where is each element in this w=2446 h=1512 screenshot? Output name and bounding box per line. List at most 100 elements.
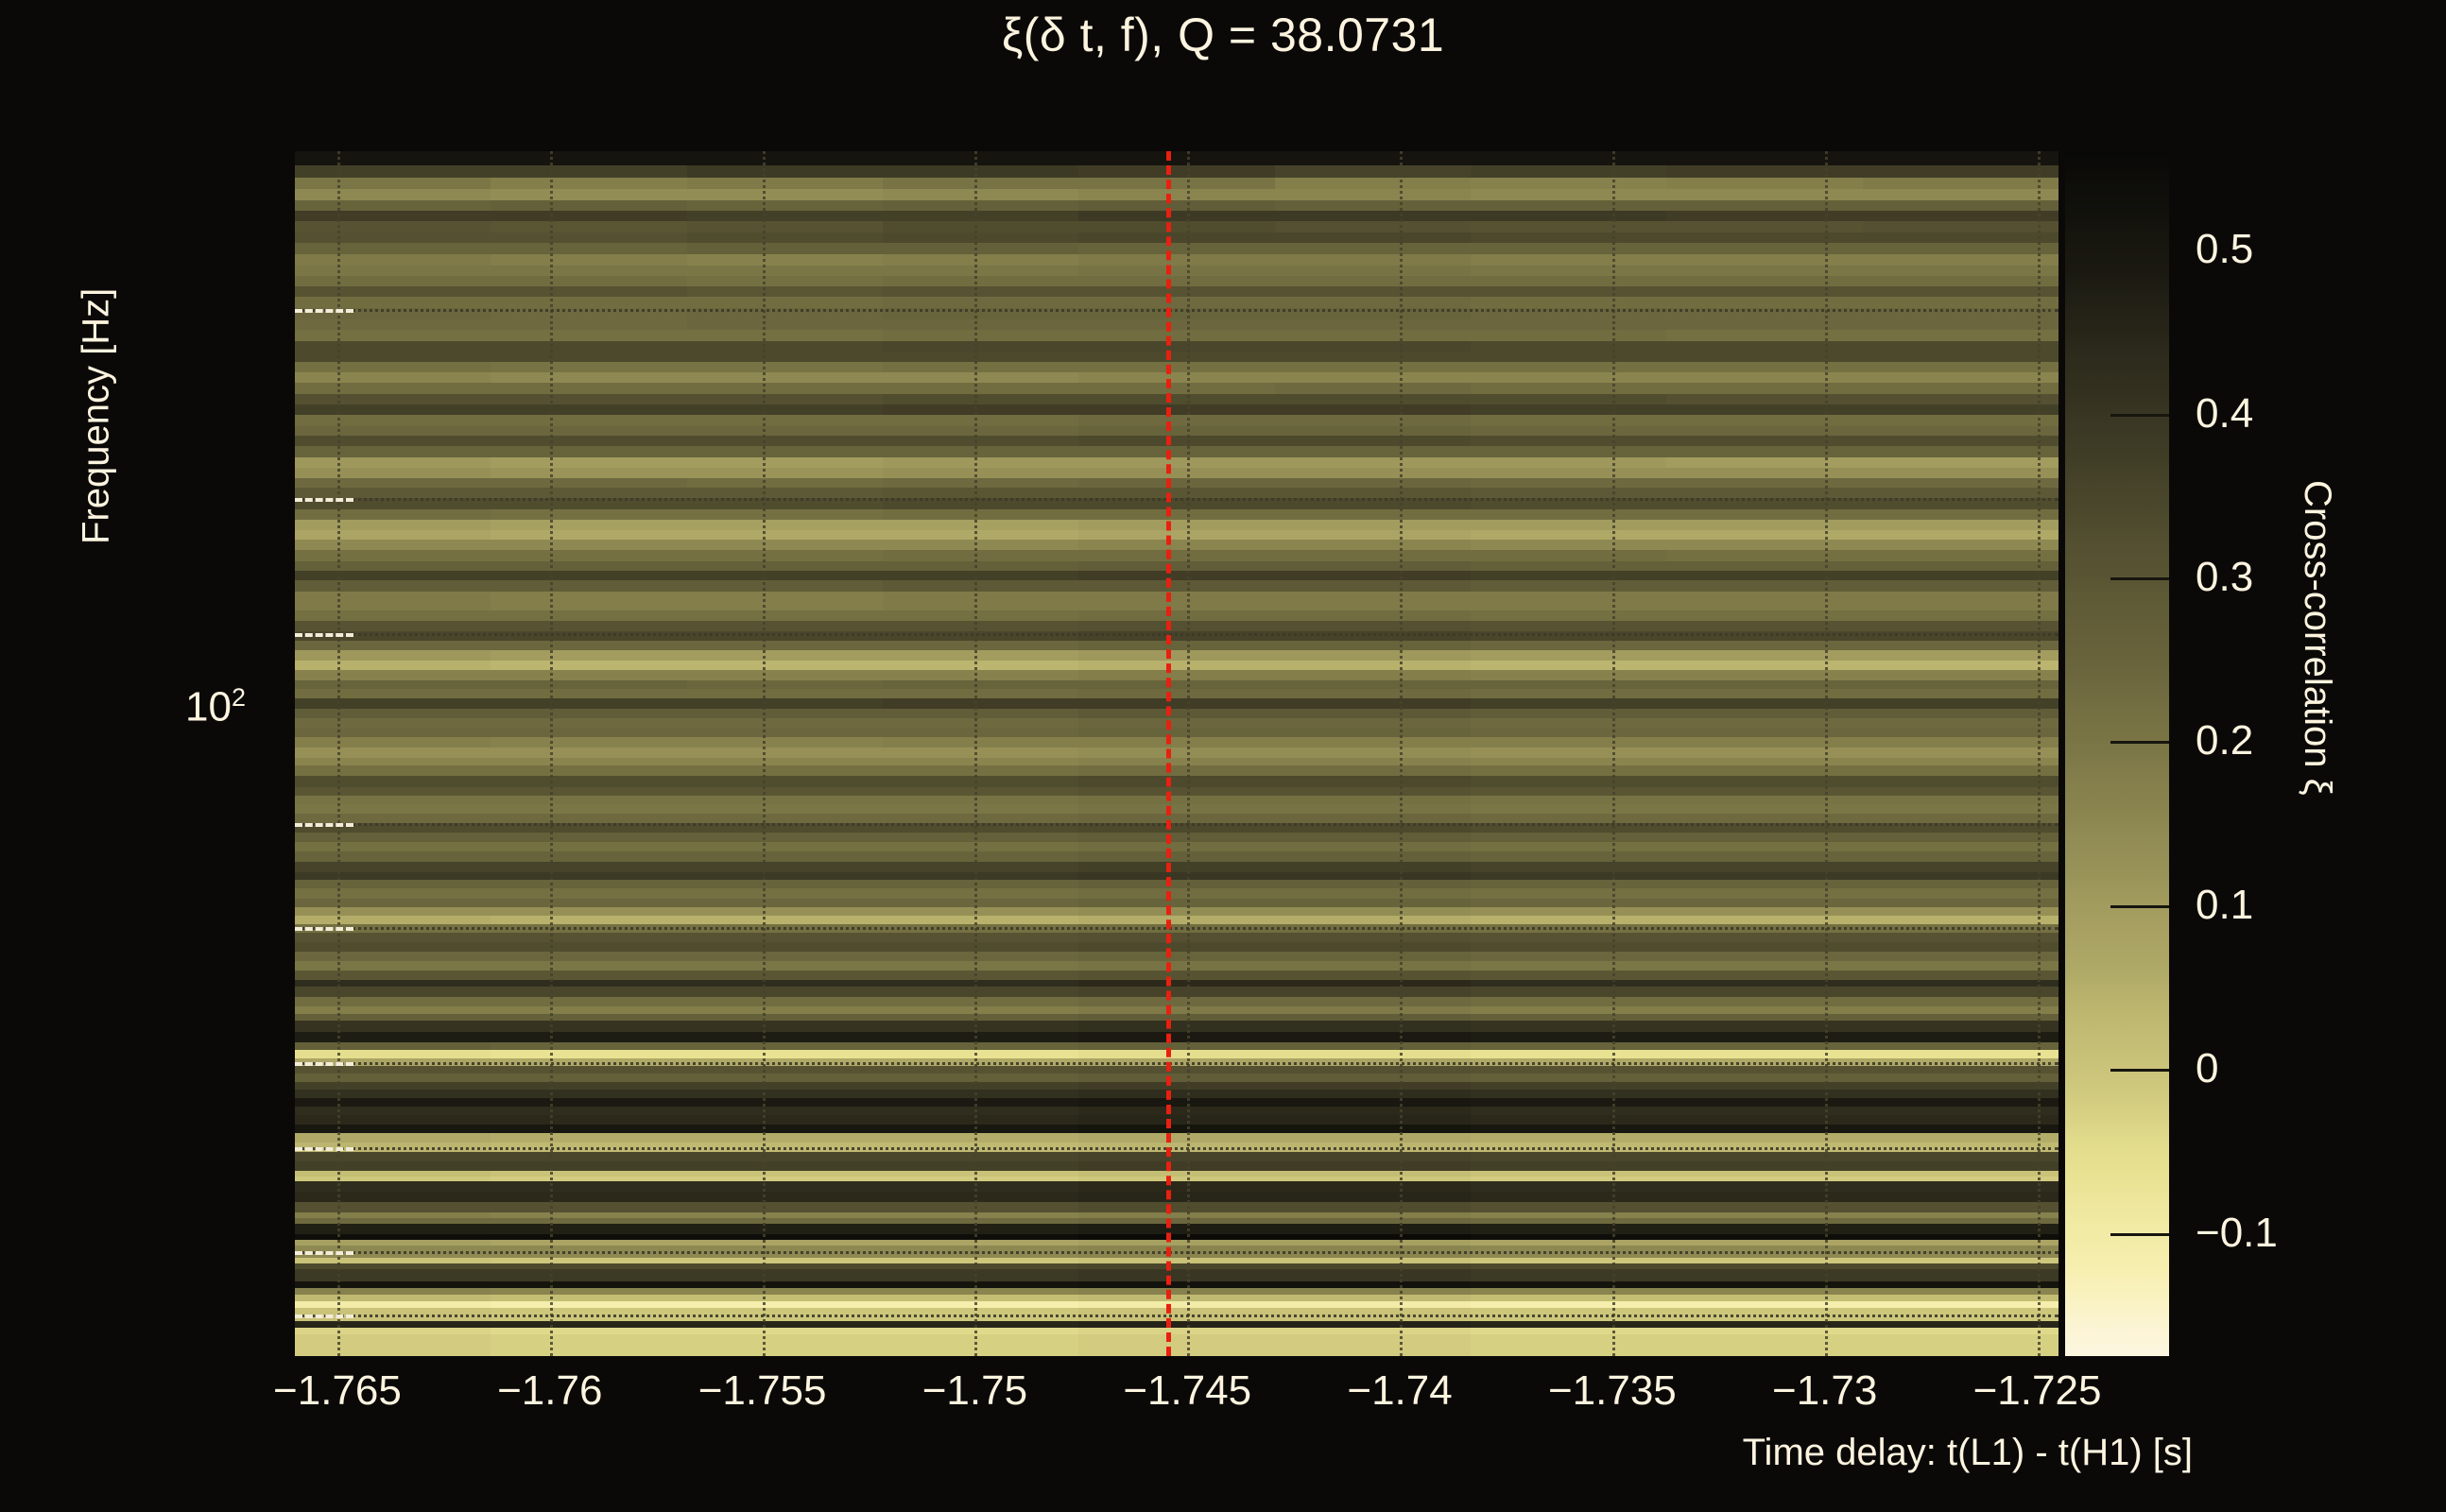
- heatmap-cell: [1274, 620, 1471, 633]
- heatmap-cell: [295, 1201, 491, 1213]
- heatmap-cell: [1862, 916, 2058, 925]
- heatmap-row: [295, 1327, 2058, 1336]
- heatmap-row: [295, 1240, 2058, 1247]
- heatmap-cell: [1666, 540, 1863, 552]
- heatmap-cell: [295, 351, 491, 363]
- heatmap-cell: [295, 560, 491, 572]
- heatmap-cell: [882, 550, 1079, 562]
- heatmap-cell: [295, 1021, 491, 1033]
- heatmap-cell: [686, 776, 883, 788]
- heatmap-cell: [1862, 907, 2058, 917]
- heatmap-row: [295, 960, 2058, 971]
- heatmap-cell: [1274, 1320, 1471, 1329]
- heatmap-cell: [491, 1065, 687, 1075]
- heatmap-cell: [686, 697, 883, 711]
- heatmap-cell: [1274, 951, 1471, 962]
- heatmap-cell: [1470, 941, 1667, 953]
- heatmap-cell: [882, 933, 1079, 943]
- heatmap-cell: [295, 1081, 491, 1091]
- heatmap-cell: [1862, 1161, 2058, 1173]
- heatmap-cell: [686, 1151, 883, 1162]
- heatmap-cell: [686, 841, 883, 853]
- heatmap-cell: [491, 960, 687, 971]
- heatmap-cell: [295, 1257, 491, 1264]
- heatmap-cell: [491, 841, 687, 853]
- heatmap-cell: [1666, 488, 1863, 500]
- heatmap-cell: [1862, 498, 2058, 510]
- heatmap-cell: [882, 970, 1079, 981]
- heatmap-cell: [1470, 340, 1667, 352]
- heatmap-cell: [882, 689, 1079, 699]
- heatmap-cell: [1862, 871, 2058, 881]
- heatmap-plot-area[interactable]: [295, 151, 2058, 1356]
- heatmap-cell: [491, 1307, 687, 1322]
- heatmap-cell: [1274, 996, 1471, 1008]
- heatmap-cell: [1470, 641, 1667, 652]
- colorbar[interactable]: [2065, 151, 2169, 1356]
- heatmap-row: [295, 747, 2058, 759]
- y-tick-exponent: 2: [231, 683, 246, 712]
- heatmap-cell: [882, 765, 1079, 778]
- heatmap-cell: [1470, 318, 1667, 332]
- heatmap-cell: [295, 318, 491, 332]
- heatmap-cell: [1078, 899, 1275, 908]
- heatmap-cell: [1078, 1180, 1275, 1193]
- heatmap-row: [295, 804, 2058, 815]
- heatmap-cell: [686, 254, 883, 266]
- heatmap-cell: [686, 520, 883, 531]
- heatmap-cell: [1470, 1176, 1667, 1182]
- heatmap-cell: [1666, 871, 1863, 881]
- heatmap-cell: [686, 550, 883, 562]
- heatmap-cell: [491, 757, 687, 766]
- heatmap-cell: [1862, 986, 2058, 998]
- heatmap-row: [295, 1013, 2058, 1022]
- heatmap-cell: [1470, 1223, 1667, 1236]
- heatmap-cell: [295, 728, 491, 739]
- heatmap-cell: [1862, 680, 2058, 691]
- heatmap-cell: [882, 508, 1079, 522]
- heatmap-cell: [1470, 709, 1667, 719]
- heatmap-cell: [686, 1050, 883, 1059]
- heatmap-cell: [1470, 199, 1667, 212]
- heatmap-cell: [1274, 276, 1471, 288]
- heatmap-cell: [491, 1201, 687, 1213]
- heatmap-cell: [1470, 970, 1667, 981]
- heatmap-cell: [686, 404, 883, 417]
- heatmap-cell: [1078, 488, 1275, 500]
- heatmap-cell: [1274, 1006, 1471, 1015]
- heatmap-row: [295, 620, 2058, 633]
- heatmap-cell: [491, 1042, 687, 1052]
- heatmap-cell: [295, 404, 491, 417]
- heatmap-cell: [491, 210, 687, 223]
- heatmap-cell: [491, 1090, 687, 1100]
- heatmap-cell: [1470, 680, 1667, 691]
- heatmap-cell: [491, 1257, 687, 1264]
- heatmap-cell: [1666, 941, 1863, 953]
- heatmap-row: [295, 1171, 2058, 1177]
- heatmap-cell: [1274, 477, 1471, 490]
- heatmap-cell: [1274, 446, 1471, 458]
- heatmap-cell: [686, 1098, 883, 1108]
- heatmap-cell: [1470, 697, 1667, 711]
- heatmap-cell: [1078, 1307, 1275, 1322]
- heatmap-cell: [1078, 1176, 1275, 1182]
- heatmap-cell: [491, 177, 687, 190]
- heatmap-cell: [1666, 765, 1863, 778]
- heatmap-cell: [295, 1240, 491, 1247]
- heatmap-cell: [1470, 620, 1667, 633]
- heatmap-cell: [491, 1240, 687, 1247]
- heatmap-row: [295, 1176, 2058, 1182]
- heatmap-cell: [882, 862, 1079, 873]
- heatmap-cell: [1862, 1320, 2058, 1329]
- heatmap-cell: [882, 660, 1079, 672]
- heatmap-cell: [491, 907, 687, 917]
- heatmap-cell: [1862, 1288, 2058, 1296]
- heatmap-row: [295, 1281, 2058, 1289]
- heatmap-cell: [882, 1263, 1079, 1271]
- heatmap-cell: [882, 188, 1079, 201]
- heatmap-cell: [1274, 1288, 1471, 1296]
- heatmap-cell: [295, 960, 491, 971]
- heatmap-cell: [882, 520, 1079, 531]
- heatmap-cell: [1470, 1240, 1667, 1247]
